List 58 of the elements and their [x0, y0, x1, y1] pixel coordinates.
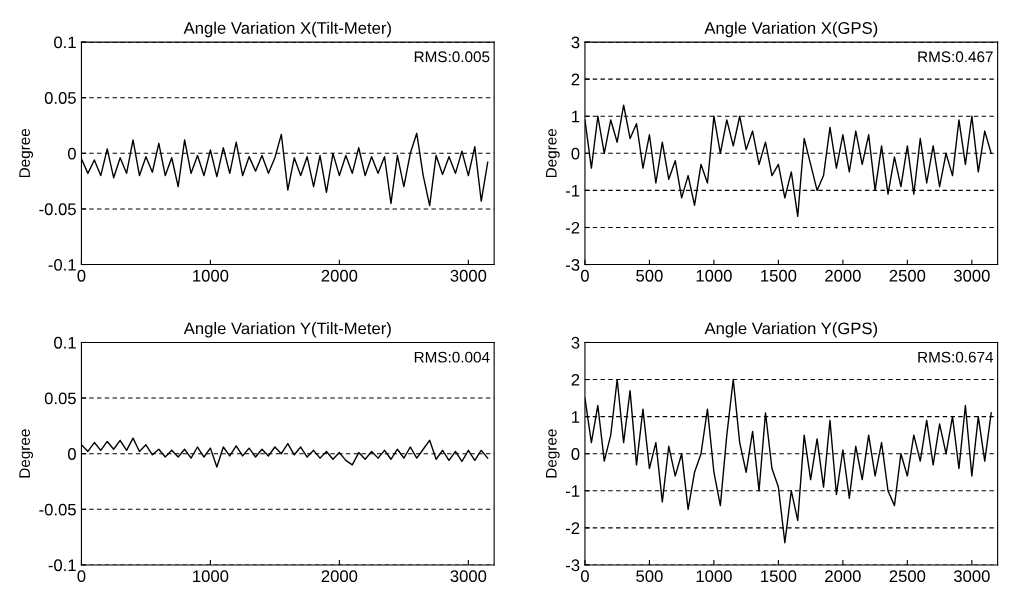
y-axis-title: Degree: [19, 429, 34, 478]
y-tick-label: -0.05: [39, 503, 76, 516]
y-tick-label: 0.1: [54, 336, 76, 349]
y-tick-label: -1: [566, 184, 580, 197]
x-tick-label: 3000: [450, 570, 487, 583]
y-tick-label: 0: [571, 147, 580, 160]
chart-title: Angle Variation X(Tilt-Meter): [183, 21, 391, 38]
x-tick-label: 2000: [321, 269, 358, 282]
y-tick-label: 0.05: [44, 92, 76, 104]
y-tick-label: -0.05: [39, 203, 76, 216]
y-tick-label: -0.1: [48, 258, 76, 271]
y-tick-label: 0: [67, 448, 76, 460]
y-tick-label: -1: [566, 485, 580, 497]
x-tick-label: 0: [77, 570, 86, 583]
x-tick-label: 1000: [696, 570, 732, 583]
chart-title: Angle Variation Y(GPS): [704, 322, 878, 338]
y-tick-label: -2: [566, 221, 580, 234]
x-tick-label: 2000: [825, 269, 861, 282]
y-tick-label: 0.05: [44, 392, 76, 405]
x-tick-label: 1000: [193, 570, 229, 583]
x-tick-label: 0: [77, 269, 86, 282]
annotation: RMS:0.005: [414, 51, 490, 63]
y-tick-label: 0: [571, 448, 580, 460]
x-tick-label: 500: [636, 269, 663, 282]
y-axis-title: Degree: [19, 128, 34, 178]
chart-title: Angle Variation Y(Tilt-Meter): [183, 322, 391, 338]
x-tick-label: 500: [636, 570, 663, 583]
y-tick-label: -2: [566, 522, 580, 534]
y-tick-label: 2: [571, 73, 580, 86]
x-tick-label: 2500: [889, 269, 926, 282]
annotation: RMS:0.674: [918, 351, 994, 363]
y-axis-title: Degree: [546, 429, 560, 478]
x-tick-label: 3000: [450, 269, 487, 282]
x-tick-label: 3000: [953, 269, 990, 282]
y-tick-label: 1: [572, 411, 580, 423]
annotation: RMS:0.004: [414, 351, 490, 363]
x-tick-label: 1500: [761, 269, 797, 282]
y-tick-label: -0.1: [48, 559, 76, 572]
chart-title: Angle Variation X(GPS): [704, 21, 878, 38]
x-tick-label: 3000: [953, 570, 990, 583]
x-tick-label: 1000: [193, 269, 229, 282]
y-tick-label: 3: [571, 36, 580, 49]
y-tick-label: 3: [571, 336, 580, 349]
annotation: RMS:0.467: [918, 51, 993, 63]
y-tick-label: -3: [566, 258, 580, 271]
y-tick-label: -3: [566, 559, 580, 572]
x-tick-label: 2500: [889, 570, 926, 583]
y-tick-label: 2: [571, 373, 580, 386]
x-tick-label: 0: [580, 570, 589, 583]
y-tick-label: 1: [572, 110, 580, 123]
y-tick-label: 0.1: [54, 36, 76, 49]
x-tick-label: 2000: [321, 570, 358, 583]
x-tick-label: 0: [580, 269, 589, 282]
x-tick-label: 1000: [696, 269, 732, 282]
y-axis-title: Degree: [546, 128, 560, 178]
y-tick-label: 0: [67, 147, 76, 160]
x-tick-label: 2000: [825, 570, 861, 583]
x-tick-label: 1500: [761, 570, 797, 583]
